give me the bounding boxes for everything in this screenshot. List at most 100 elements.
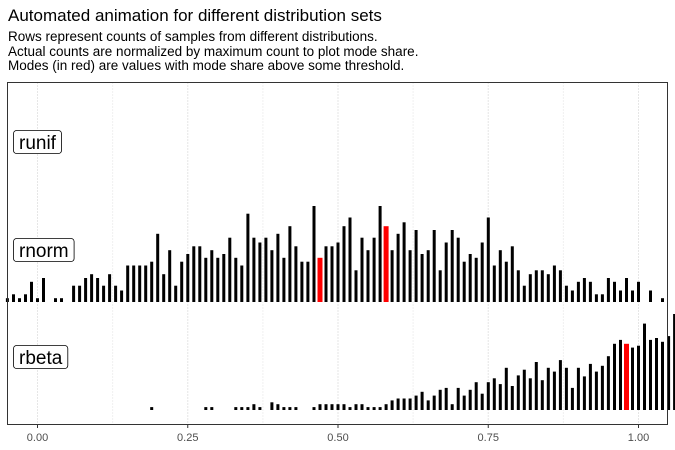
bar <box>655 338 658 410</box>
bar <box>228 237 232 302</box>
bar <box>378 206 382 302</box>
bar <box>114 285 118 302</box>
bar <box>492 378 496 410</box>
row-labels: runif rnorm rbeta <box>13 130 75 369</box>
bar <box>282 257 286 302</box>
bar <box>564 285 568 302</box>
x-axis-ticks: 0.00 0.25 0.50 0.75 1.00 <box>27 424 649 444</box>
bar <box>402 222 406 302</box>
bar <box>120 290 124 302</box>
bar <box>54 298 57 302</box>
bar <box>546 367 550 410</box>
bar <box>588 363 592 410</box>
bar <box>264 237 268 302</box>
bar <box>516 375 520 410</box>
bar <box>324 246 328 302</box>
bar <box>600 365 604 410</box>
bar <box>270 402 274 410</box>
bar <box>348 407 352 410</box>
bar <box>576 281 580 302</box>
bar <box>96 278 100 302</box>
bar <box>390 250 394 302</box>
bar <box>600 294 604 302</box>
chart-title: Automated animation for different distri… <box>8 6 382 25</box>
row-rnorm <box>5 206 664 302</box>
bar <box>276 233 280 302</box>
bar <box>288 407 292 410</box>
bar <box>498 250 502 302</box>
x-tick-label: 0.00 <box>27 432 48 444</box>
bar <box>270 250 274 302</box>
bar <box>150 261 154 302</box>
bar <box>540 380 544 410</box>
bar <box>30 281 33 302</box>
bar <box>432 395 436 410</box>
bar <box>570 290 574 302</box>
bar <box>24 294 27 302</box>
bar <box>204 407 208 410</box>
bars <box>5 206 675 410</box>
bar <box>330 246 334 302</box>
x-tick-label: 0.25 <box>177 432 198 444</box>
bar <box>468 389 472 410</box>
bar <box>480 242 484 302</box>
bar <box>330 404 334 410</box>
bar <box>384 404 388 410</box>
bar <box>637 281 640 302</box>
bar <box>108 274 112 302</box>
x-tick-label: 0.50 <box>327 432 348 444</box>
bar <box>378 407 382 410</box>
bar <box>306 261 310 302</box>
row-label-box <box>13 345 69 369</box>
bar <box>396 233 400 302</box>
bar <box>444 387 448 410</box>
bar <box>246 213 250 302</box>
bar <box>582 278 586 302</box>
bar <box>649 339 652 410</box>
bar <box>450 230 454 302</box>
bar <box>258 407 262 410</box>
bar <box>619 290 622 302</box>
bar <box>180 261 184 302</box>
bar <box>474 382 478 410</box>
bar <box>354 270 358 302</box>
subtitle-line-2: Actual counts are normalized by maximum … <box>8 43 419 59</box>
bar <box>138 265 142 302</box>
bar <box>631 290 634 302</box>
bar <box>186 254 190 302</box>
bar <box>462 395 466 410</box>
bar <box>144 265 148 302</box>
bar <box>132 265 136 302</box>
bar <box>240 407 244 410</box>
bar <box>252 237 256 302</box>
bar <box>312 206 316 302</box>
bar <box>18 298 21 302</box>
bar <box>294 407 298 410</box>
mode-bar <box>383 226 389 302</box>
bar <box>631 347 634 410</box>
bar <box>426 250 430 302</box>
row-label-text: rnorm <box>19 241 69 262</box>
bar <box>174 285 178 302</box>
bar <box>240 265 244 302</box>
bar <box>613 281 616 302</box>
bar <box>408 398 412 410</box>
bar <box>258 242 262 302</box>
bar <box>492 265 496 302</box>
bar <box>150 407 154 410</box>
row-label-text: runif <box>19 133 57 154</box>
bar <box>637 345 640 410</box>
bar <box>234 257 238 302</box>
bar <box>162 274 166 302</box>
bar <box>294 246 298 302</box>
bar <box>12 294 15 302</box>
bar <box>414 230 418 302</box>
bar <box>324 404 328 410</box>
bar <box>522 285 526 302</box>
bar <box>606 278 610 302</box>
bar <box>414 395 418 410</box>
bar <box>408 250 412 302</box>
row-label-text: rbeta <box>19 348 63 369</box>
bar <box>336 242 340 302</box>
bar <box>360 237 364 302</box>
